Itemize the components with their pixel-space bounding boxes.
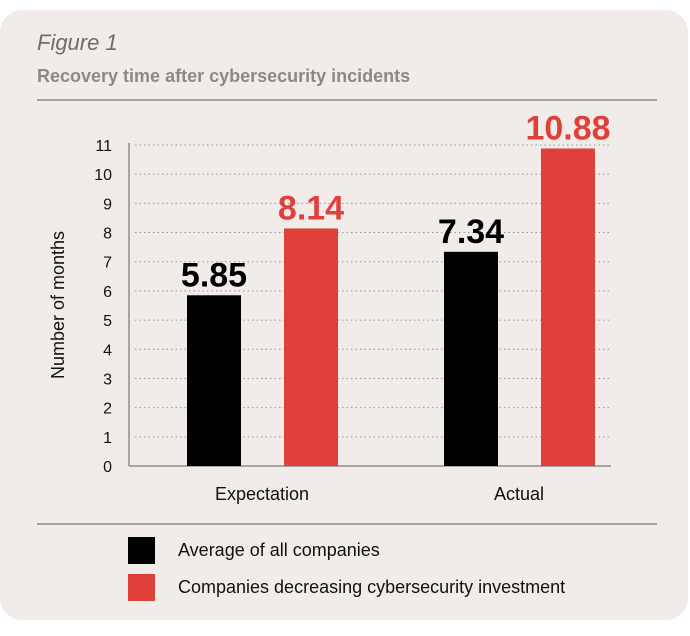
chart-title: Recovery time after cybersecurity incide…: [37, 66, 411, 86]
legend-divider: [37, 523, 657, 525]
y-tick-label: 5: [103, 313, 112, 330]
y-tick-label: 9: [103, 196, 112, 213]
y-tick-label: 10: [94, 167, 112, 184]
figure-label: Figure 1: [37, 30, 118, 55]
data-label: 7.34: [438, 213, 504, 251]
y-tick-label: 11: [95, 138, 112, 155]
x-tick-label: Actual: [494, 484, 544, 504]
header-divider: [37, 99, 657, 101]
data-label: 8.14: [278, 189, 344, 227]
bar: [541, 148, 595, 466]
legend-swatch-red: [128, 574, 155, 601]
x-tick-label: Expectation: [215, 484, 309, 504]
y-tick-label: 8: [103, 226, 112, 243]
y-tick-label: 3: [103, 371, 112, 388]
legend-label: Average of all companies: [178, 540, 380, 560]
data-label: 10.88: [525, 110, 610, 148]
legend-label: Companies decreasing cybersecurity inves…: [178, 577, 566, 597]
y-tick-label: 6: [103, 284, 112, 301]
data-label: 5.85: [181, 256, 247, 294]
y-tick-label: 7: [103, 255, 112, 272]
bar: [444, 251, 498, 466]
y-tick-label: 2: [103, 401, 112, 418]
y-axis-label: Number of months: [48, 231, 68, 379]
y-tick-label: 0: [103, 459, 112, 476]
legend-item-decreasing: Companies decreasing cybersecurity inves…: [128, 574, 565, 601]
bar: [284, 228, 338, 466]
y-tick-label: 1: [103, 430, 112, 447]
legend-swatch-black: [128, 537, 155, 564]
bar: [187, 295, 241, 466]
legend-item-average: Average of all companies: [128, 537, 380, 564]
y-tick-label: 4: [103, 342, 112, 359]
